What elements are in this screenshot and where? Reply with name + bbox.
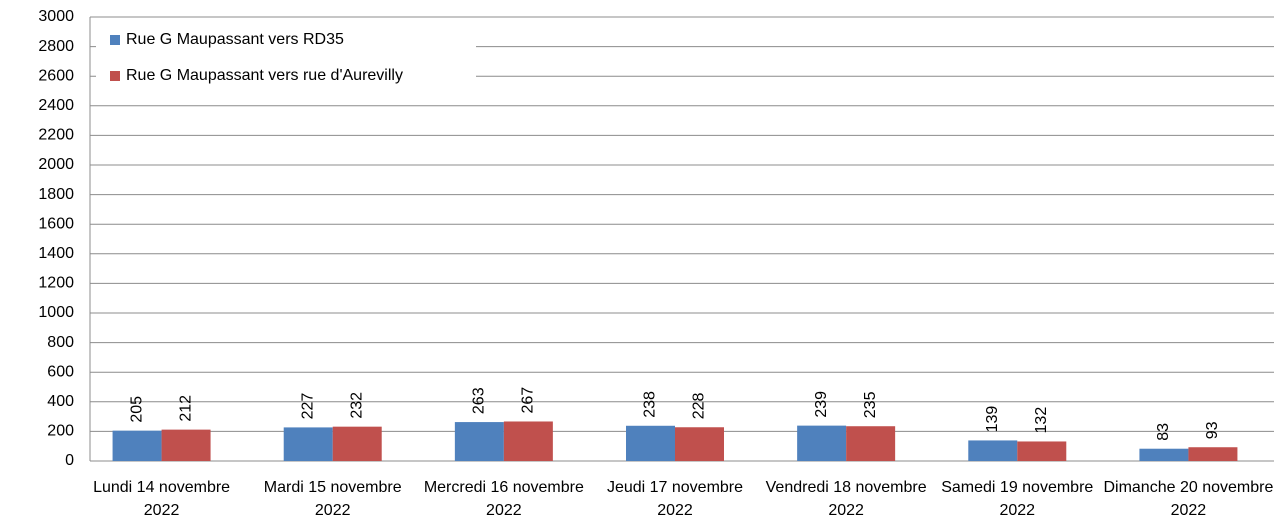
bar: [626, 425, 675, 461]
data-label: 239: [813, 391, 830, 418]
y-tick-label: 2800: [38, 38, 74, 55]
bar: [1188, 447, 1238, 461]
legend-swatch: [110, 35, 120, 45]
legend-swatch: [110, 71, 120, 81]
x-tick-label: Lundi 14 novembre 2022: [93, 479, 231, 519]
y-tick-label: 1600: [38, 215, 74, 232]
bar: [846, 426, 896, 461]
y-tick-label: 1200: [38, 275, 74, 292]
y-tick-label: 2400: [38, 97, 74, 114]
data-label: 227: [299, 393, 316, 420]
data-label: 228: [691, 392, 708, 419]
bar: [332, 426, 382, 461]
legend-label: Rue G Maupassant vers RD35: [126, 31, 344, 48]
x-tick-label: Mercredi 16 novembre 2022: [423, 479, 584, 519]
bar: [283, 427, 333, 461]
y-tick-label: 600: [47, 363, 74, 380]
x-tick-label: Vendredi 18 novembre 2022: [765, 479, 927, 519]
x-tick-label: Jeudi 17 novembre 2022: [606, 479, 744, 519]
y-tick-label: 800: [47, 334, 74, 351]
y-tick-label: 1800: [38, 186, 74, 203]
data-label: 132: [1033, 407, 1050, 434]
y-tick-label: 2000: [38, 156, 74, 173]
legend-box: [96, 24, 476, 92]
y-tick-label: 2200: [38, 127, 74, 144]
y-tick-label: 0: [65, 452, 74, 469]
bar: [797, 425, 847, 461]
y-tick-label: 400: [47, 393, 74, 410]
y-tick-label: 2600: [38, 67, 74, 84]
y-tick-label: 3000: [38, 8, 74, 25]
legend-label: Rue G Maupassant vers rue d'Aurevilly: [126, 67, 403, 84]
data-label: 238: [642, 391, 659, 418]
data-label: 205: [128, 396, 145, 423]
y-tick-label: 200: [47, 423, 74, 440]
y-tick-label: 1000: [38, 304, 74, 321]
bar: [161, 429, 211, 461]
data-label: 139: [984, 406, 1001, 433]
data-label: 93: [1204, 421, 1221, 439]
bar: [112, 430, 162, 461]
data-label: 232: [348, 392, 365, 419]
bar: [454, 422, 504, 461]
data-label: 263: [471, 387, 488, 414]
bar: [675, 427, 724, 461]
x-tick-label: Mardi 15 novembre 2022: [263, 479, 402, 519]
y-tick-label: 1400: [38, 245, 74, 262]
data-label: 212: [177, 395, 194, 422]
x-tick-label: Samedi 19 novembre 2022: [941, 479, 1094, 519]
bar: [968, 440, 1018, 461]
data-label: 83: [1155, 423, 1172, 441]
x-tick-label: Dimanche 20 novembre 2022: [1103, 479, 1274, 519]
data-label: 235: [862, 391, 879, 418]
bar: [503, 421, 553, 461]
bar: [1017, 441, 1067, 461]
data-label: 267: [520, 387, 537, 414]
bar: [1139, 448, 1189, 461]
